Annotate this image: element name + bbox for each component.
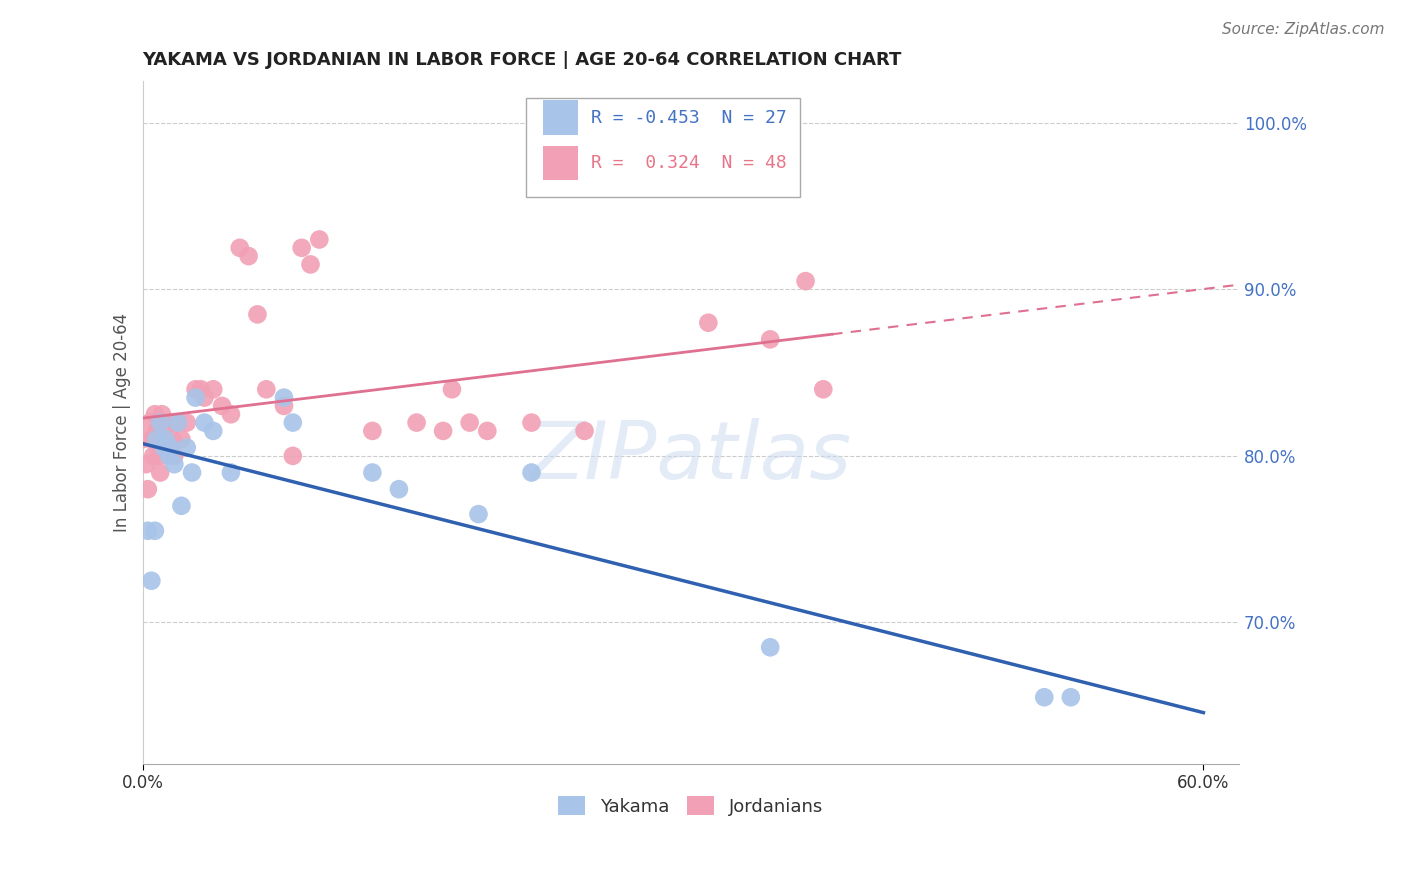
FancyBboxPatch shape [543, 101, 578, 135]
Point [190, 382, 212, 396]
Point [697, 316, 720, 330]
Point [170, 499, 193, 513]
Text: YAKAMA VS JORDANIAN IN LABOR FORCE | AGE 20-64 CORRELATION CHART: YAKAMA VS JORDANIAN IN LABOR FORCE | AGE… [142, 51, 901, 69]
Point [162, 432, 184, 446]
Point [143, 407, 166, 421]
Point [149, 466, 172, 480]
Point [131, 432, 153, 446]
Point [202, 424, 225, 438]
Point [157, 449, 180, 463]
Point [184, 391, 207, 405]
Y-axis label: In Labor Force | Age 20-64: In Labor Force | Age 20-64 [114, 313, 131, 533]
Point [281, 449, 304, 463]
FancyBboxPatch shape [543, 146, 578, 180]
Point [148, 449, 170, 463]
Point [142, 449, 165, 463]
Point [211, 399, 233, 413]
Text: R = -0.453  N = 27: R = -0.453 N = 27 [591, 109, 786, 127]
Point [141, 574, 163, 588]
Point [467, 507, 489, 521]
Point [170, 432, 193, 446]
Point [219, 407, 242, 421]
Point [193, 391, 215, 405]
Point [361, 424, 384, 438]
Point [157, 449, 180, 463]
Point [156, 441, 179, 455]
Point [520, 416, 543, 430]
Text: ZIPatlas: ZIPatlas [530, 417, 852, 496]
Point [138, 416, 160, 430]
Point [152, 424, 174, 438]
Point [308, 232, 330, 246]
Point [1060, 690, 1083, 705]
Point [238, 249, 260, 263]
Point [176, 416, 198, 430]
Point [149, 416, 172, 430]
Point [229, 241, 252, 255]
Point [361, 466, 384, 480]
Point [273, 399, 295, 413]
Point [1033, 690, 1056, 705]
Point [432, 424, 454, 438]
Point [440, 382, 463, 396]
Legend: Yakama, Jordanians: Yakama, Jordanians [551, 789, 831, 823]
Point [574, 424, 596, 438]
Point [167, 416, 190, 430]
Point [759, 332, 782, 346]
Point [145, 432, 167, 446]
Point [458, 416, 481, 430]
Point [181, 466, 204, 480]
Point [141, 432, 163, 446]
Point [202, 382, 225, 396]
Point [405, 416, 427, 430]
Point [143, 524, 166, 538]
Point [184, 382, 207, 396]
Point [794, 274, 817, 288]
Point [299, 257, 322, 271]
Point [520, 466, 543, 480]
Point [145, 424, 167, 438]
Point [155, 432, 177, 446]
Point [150, 407, 173, 421]
Point [273, 391, 295, 405]
Point [163, 457, 186, 471]
Point [193, 416, 215, 430]
Point [136, 524, 159, 538]
Point [246, 307, 269, 321]
Point [176, 441, 198, 455]
Text: R =  0.324  N = 48: R = 0.324 N = 48 [591, 154, 786, 172]
Point [155, 432, 177, 446]
Point [477, 424, 499, 438]
FancyBboxPatch shape [526, 98, 800, 197]
Point [291, 241, 314, 255]
Point [281, 416, 304, 430]
Point [167, 416, 190, 430]
Point [136, 482, 159, 496]
Point [219, 466, 242, 480]
Point [254, 382, 277, 396]
Point [159, 416, 181, 430]
Point [388, 482, 411, 496]
Point [813, 382, 835, 396]
Point [163, 449, 186, 463]
Text: Source: ZipAtlas.com: Source: ZipAtlas.com [1222, 22, 1385, 37]
Point [759, 640, 782, 655]
Point [135, 457, 157, 471]
Point [159, 441, 181, 455]
Point [152, 441, 174, 455]
